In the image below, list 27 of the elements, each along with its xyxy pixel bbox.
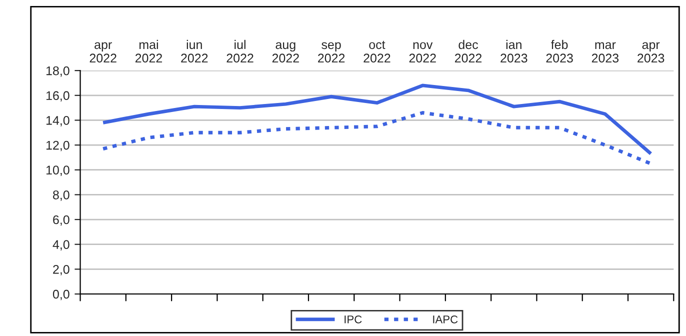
- x-tick-label: iun 2022: [181, 40, 208, 63]
- x-tick-label: apr 2022: [90, 42, 116, 63]
- line-series: [101, 111, 653, 166]
- legend-label: IAPC: [433, 315, 458, 324]
- x-tick-label: ian 2023: [500, 40, 528, 63]
- y-tick-label: 4,0: [52, 240, 70, 250]
- x-tick-label: nov 2022: [409, 42, 436, 63]
- y-tick-label: 6,0: [53, 215, 70, 226]
- x-tick-label: mai 2022: [135, 40, 162, 63]
- y-tick-label: 14,0: [46, 116, 70, 126]
- y-tick-label: 18,0: [46, 66, 70, 77]
- legend-label: IPC: [344, 315, 362, 324]
- x-tick-label: dec 2022: [454, 40, 482, 63]
- y-tick-label: 2,0: [53, 264, 70, 276]
- y-tick-label: 12,0: [46, 140, 70, 152]
- x-tick-label: oct 2022: [364, 40, 390, 63]
- y-tick-label: 10,0: [46, 166, 70, 176]
- x-tick-label: sep 2022: [318, 42, 345, 63]
- x-tick-label: mar 2023: [592, 42, 619, 63]
- x-tick-label: apr 2023: [638, 42, 664, 63]
- x-tick-label: feb 2023: [546, 40, 573, 63]
- x-tick-label: aug 2022: [272, 42, 299, 63]
- x-tick-label: iul 2022: [226, 40, 254, 63]
- y-tick-label: 0,0: [52, 290, 70, 300]
- line-series: [101, 84, 653, 156]
- y-tick-label: 8,0: [53, 190, 70, 201]
- y-tick-label: 16,0: [46, 91, 70, 102]
